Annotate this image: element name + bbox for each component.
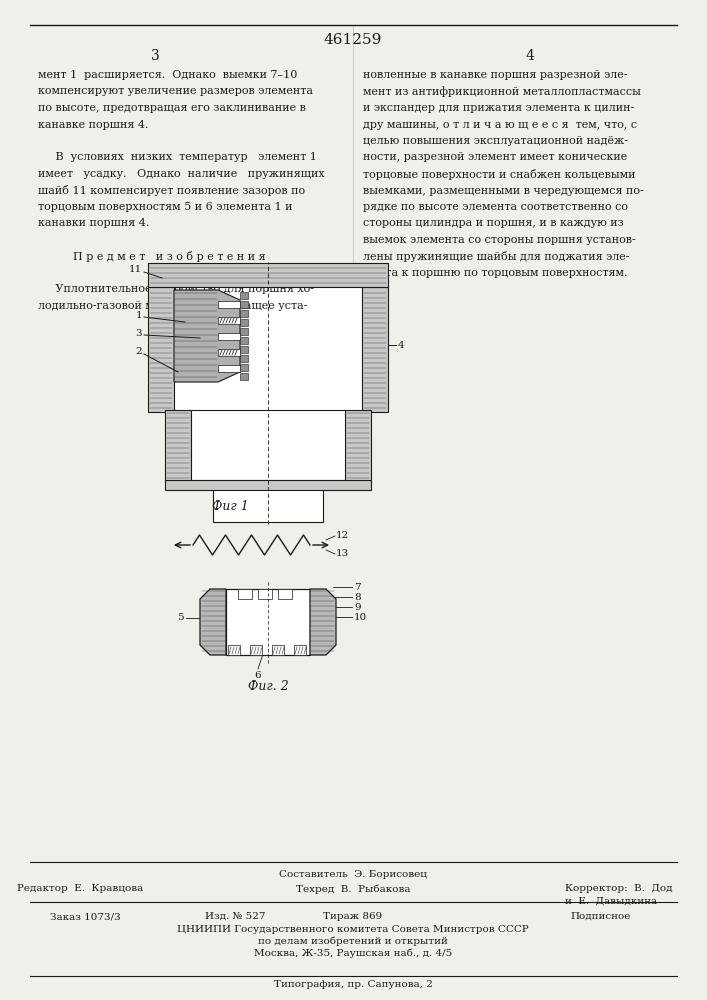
Bar [191, 410, 345, 480]
Text: канавке поршня 4.: канавке поршня 4. [38, 119, 148, 129]
Polygon shape [310, 589, 336, 655]
Text: имеет   усадку.   Однако  наличие   пружинящих: имеет усадку. Однако наличие пружинящих [38, 169, 325, 179]
Text: 4: 4 [525, 49, 534, 63]
Text: 3: 3 [151, 49, 159, 63]
Bar [240, 337, 248, 344]
Text: и  Е.  Давыдкина: и Е. Давыдкина [565, 897, 657, 906]
Text: 13: 13 [336, 550, 349, 558]
Text: Подписное: Подписное [570, 912, 631, 921]
Text: 10: 10 [354, 612, 367, 621]
Text: шайб 11 компенсирует появление зазоров по: шайб 11 компенсирует появление зазоров п… [38, 186, 305, 196]
Bar [240, 364, 248, 371]
Polygon shape [174, 290, 240, 382]
Text: целью повышения эксплуатационной надёж-: целью повышения эксплуатационной надёж- [363, 136, 628, 146]
Bar [294, 645, 306, 655]
Bar [240, 328, 248, 335]
Bar [148, 287, 174, 412]
Text: П р е д м е т   и з о б р е т е н и я: П р е д м е т и з о б р е т е н и я [38, 251, 266, 262]
Text: 8: 8 [354, 592, 361, 601]
Bar [240, 301, 248, 308]
Text: 11: 11 [129, 265, 142, 274]
Text: Изд. № 527: Изд. № 527 [205, 912, 266, 921]
Text: лодильно-газовой машины, содержащее уста-: лодильно-газовой машины, содержащее уста… [38, 301, 308, 311]
Bar [218, 301, 240, 308]
Bar [240, 319, 248, 326]
Text: 5: 5 [177, 612, 184, 621]
Text: торцовым поверхностям 5 и 6 элемента 1 и: торцовым поверхностям 5 и 6 элемента 1 и [38, 202, 293, 212]
Text: и экспандер для прижатия элемента к цилин-: и экспандер для прижатия элемента к цили… [363, 103, 634, 113]
Bar [174, 285, 362, 412]
Bar [148, 263, 388, 287]
Text: 9: 9 [354, 602, 361, 611]
Text: мента к поршню по торцовым поверхностям.: мента к поршню по торцовым поверхностям. [363, 268, 628, 278]
Text: Фиг 1: Фиг 1 [211, 499, 248, 512]
Text: 461259: 461259 [324, 33, 382, 47]
Bar [218, 365, 240, 372]
Bar [218, 333, 240, 340]
Bar [362, 287, 388, 412]
Text: 12: 12 [336, 532, 349, 540]
Bar [165, 410, 191, 482]
Text: Тираж 869: Тираж 869 [323, 912, 382, 921]
Text: канавки поршня 4.: канавки поршня 4. [38, 219, 149, 229]
Text: 2: 2 [135, 348, 142, 357]
Text: мент 1  расширяется.  Однако  выемки 7–10: мент 1 расширяется. Однако выемки 7–10 [38, 70, 298, 80]
Bar [238, 589, 252, 599]
Bar [226, 589, 310, 655]
Bar [228, 645, 240, 655]
Text: новленные в канавке поршня разрезной эле-: новленные в канавке поршня разрезной эле… [363, 70, 628, 80]
Text: стороны цилиндра и поршня, и в каждую из: стороны цилиндра и поршня, и в каждую из [363, 219, 624, 229]
Text: Заказ 1073/3: Заказ 1073/3 [50, 912, 121, 921]
Text: Уплотнительное устройство для поршня хо-: Уплотнительное устройство для поршня хо- [38, 284, 314, 294]
Text: Редактор  Е.  Кравцова: Редактор Е. Кравцова [17, 884, 143, 893]
Bar [278, 589, 292, 599]
Bar [240, 292, 248, 299]
Text: 4: 4 [398, 340, 404, 350]
Text: ности, разрезной элемент имеет конические: ности, разрезной элемент имеет конически… [363, 152, 627, 162]
Text: Москва, Ж-35, Раушская наб., д. 4/5: Москва, Ж-35, Раушская наб., д. 4/5 [254, 949, 452, 958]
Text: 3: 3 [135, 328, 142, 338]
Bar [218, 349, 240, 356]
Text: выемок элемента со стороны поршня установ-: выемок элемента со стороны поршня устано… [363, 235, 636, 245]
Bar [240, 346, 248, 353]
Text: компенсируют увеличение размеров элемента: компенсируют увеличение размеров элемент… [38, 87, 313, 97]
Text: рядке по высоте элемента соответственно со: рядке по высоте элемента соответственно … [363, 202, 628, 212]
Bar [272, 645, 284, 655]
Text: Фиг. 2: Фиг. 2 [247, 680, 288, 694]
Bar [240, 310, 248, 317]
Text: Корректор:  В.  Дод: Корректор: В. Дод [565, 884, 672, 893]
Text: Техред  В.  Рыбакова: Техред В. Рыбакова [296, 884, 410, 894]
Bar [165, 480, 371, 490]
Text: ЦНИИПИ Государственного комитета Совета Министров СССР: ЦНИИПИ Государственного комитета Совета … [177, 925, 529, 934]
Text: выемками, размещенными в чередующемся по-: выемками, размещенными в чередующемся по… [363, 186, 644, 196]
Bar [218, 317, 240, 324]
Bar [213, 488, 323, 522]
Polygon shape [200, 589, 226, 655]
Text: 6: 6 [255, 671, 262, 680]
Text: В  условиях  низких  температур   элемент 1: В условиях низких температур элемент 1 [38, 152, 317, 162]
Bar [240, 373, 248, 380]
Text: 1: 1 [135, 310, 142, 320]
Bar [250, 645, 262, 655]
Text: мент из антифрикционной металлопластмассы: мент из антифрикционной металлопластмасс… [363, 87, 641, 97]
Bar [240, 355, 248, 362]
Bar [258, 589, 272, 599]
Text: лены пружинящие шайбы для поджатия эле-: лены пружинящие шайбы для поджатия эле- [363, 251, 629, 262]
Text: 7: 7 [354, 582, 361, 591]
Bar [345, 410, 371, 482]
Text: дру машины, о т л и ч а ю щ е е с я  тем, что, с: дру машины, о т л и ч а ю щ е е с я тем,… [363, 119, 637, 129]
Text: по высоте, предотвращая его заклинивание в: по высоте, предотвращая его заклинивание… [38, 103, 306, 113]
Text: Составитель  Э. Борисовец: Составитель Э. Борисовец [279, 870, 427, 879]
Text: по делам изобретений и открытий: по делам изобретений и открытий [258, 937, 448, 946]
Text: Типография, пр. Сапунова, 2: Типография, пр. Сапунова, 2 [274, 980, 433, 989]
Text: торцовые поверхности и снабжен кольцевыми: торцовые поверхности и снабжен кольцевым… [363, 169, 636, 180]
